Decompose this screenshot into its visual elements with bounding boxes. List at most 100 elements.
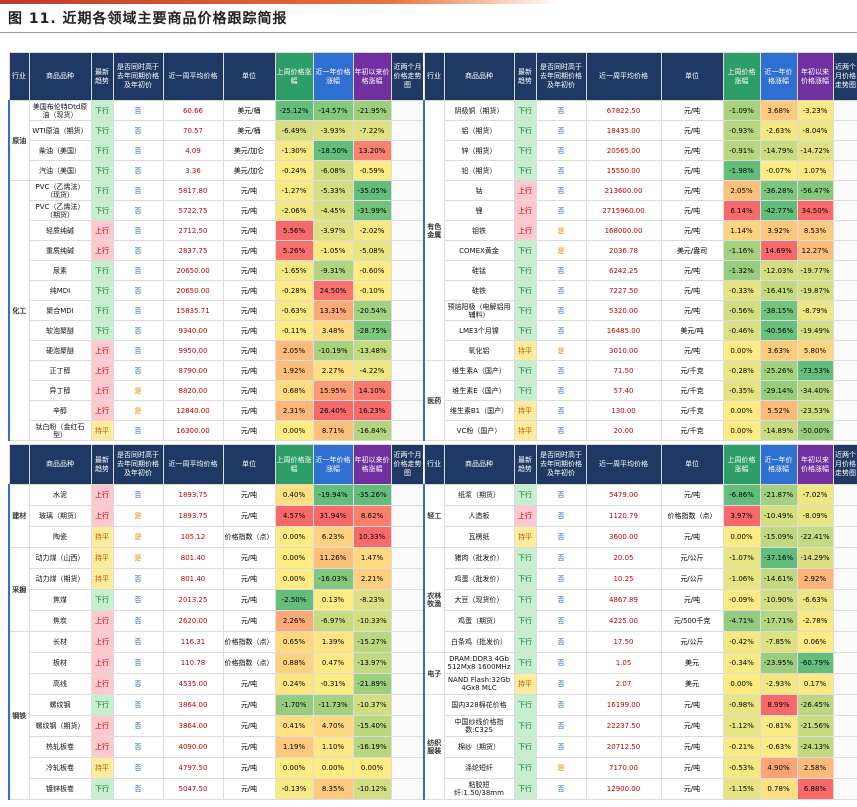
header-cell: 是否同时高于去年同期价格及年初价 xyxy=(535,444,587,485)
data-row: NAND Flash:32Gb 4Gx8 MLC 持平否 2.07 美元 0.00% -2… xyxy=(424,673,857,695)
change-cell: -21.87% xyxy=(759,484,798,506)
trend-cell: 下行 xyxy=(90,200,114,221)
above-flag: 是 xyxy=(112,547,164,569)
change-cell: -14.79% xyxy=(759,140,798,161)
change-cell: -10.37% xyxy=(352,694,392,716)
header-cell: 商品品种 xyxy=(28,444,92,485)
change-cell: -10.90% xyxy=(759,589,798,611)
unit-cell: 元/吨 xyxy=(222,547,276,569)
commodity-name: 硅铁 xyxy=(443,280,515,301)
above-flag: 否 xyxy=(535,568,587,590)
change-cell: -14.29% xyxy=(796,547,834,569)
above-flag: 否 xyxy=(535,589,587,611)
change-cell: -8.79% xyxy=(796,300,834,321)
price-cell: 20565.00 xyxy=(585,140,662,161)
price-cell: 7227.50 xyxy=(585,280,662,301)
change-cell: 8.99% xyxy=(759,694,798,716)
change-cell: -5.33% xyxy=(312,180,354,201)
above-flag: 是 xyxy=(112,526,164,548)
above-flag: 否 xyxy=(535,400,587,421)
data-row: 动力煤（期货） 持平否 801.40 元/吨 0.00% -16.03% 2.21% xyxy=(9,568,423,590)
trend-chart xyxy=(832,120,857,141)
change-cell: 6.88% xyxy=(796,778,834,800)
commodity-name: DRAM:DDR3 4Gb 512Mx8 1600MHz xyxy=(443,652,515,674)
unit-cell: 元/千克 xyxy=(660,380,724,401)
commodity-name: 柴油（美国） xyxy=(28,140,92,161)
change-cell: -8.09% xyxy=(796,505,834,527)
price-cell: 5722.75 xyxy=(162,200,224,221)
unit-cell: 元/吨 xyxy=(222,736,276,758)
trend-chart xyxy=(390,610,423,632)
trend-chart xyxy=(390,180,423,201)
price-cell: 12840.00 xyxy=(162,400,224,421)
commodity-name: WTI原油（期货） xyxy=(28,120,92,141)
price-cell: 1.05 xyxy=(585,652,662,674)
unit-cell: 元/吨 xyxy=(660,715,724,737)
change-cell: 12.27% xyxy=(796,240,834,261)
trend-cell: 下行 xyxy=(513,484,537,506)
price-cell: 7170.00 xyxy=(585,757,662,779)
trend-cell: 上行 xyxy=(90,220,114,241)
table-head: 商品品种 最新趋势 是否同时高于去年同期价格及年初价 近一周平均价格 单位 上周价格涨幅近… xyxy=(8,444,423,485)
change-cell: 0.47% xyxy=(312,652,354,674)
commodity-name: COMEX黄金 xyxy=(443,240,515,261)
data-row: 电子 DRAM:DDR3 4Gb 512Mx8 1600MHz 下行否 1.05 美元 -… xyxy=(423,652,857,695)
change-cell: 8.35% xyxy=(312,778,354,800)
trend-chart xyxy=(390,380,423,401)
price-cell: 57.40 xyxy=(585,380,662,401)
unit-cell: 美元/盎司 xyxy=(660,240,724,261)
unit-cell: 元/千克 xyxy=(660,360,724,381)
change-cell: 11.26% xyxy=(312,547,354,569)
unit-cell: 元/吨 xyxy=(222,200,276,221)
price-cell: 3.36 xyxy=(162,160,224,181)
change-cell: -18.50% xyxy=(312,140,354,161)
change-cell: 0.40% xyxy=(274,484,314,506)
price-table: 行业 商品品种 最新趋势 是否同时高于去年同期价格及年初价 近一周平均价格 单位 上周价格涨… xyxy=(423,444,857,800)
change-cell: 0.00% xyxy=(274,757,314,779)
change-cell: 2.27% xyxy=(312,360,354,381)
change-cell: -1.09% xyxy=(722,100,761,121)
unit-cell: 元/千克 xyxy=(660,400,724,421)
above-flag: 否 xyxy=(535,484,587,506)
change-cell: 14.10% xyxy=(352,380,392,401)
trend-cell: 下行 xyxy=(90,260,114,281)
trend-chart xyxy=(390,100,423,121)
data-row: 螺纹钢 下行否 3864.00 元/吨 -1.70% -11.73% -10.37% xyxy=(9,694,423,716)
header-cell: 年初以来价格涨幅 xyxy=(796,444,834,485)
change-cell: 1.07% xyxy=(796,160,834,181)
trend-cell: 下行 xyxy=(90,778,114,800)
data-row: 钛白粉（金红石型） 持平否 16300.00 元/吨 0.00% 8.71% -16.84% xyxy=(9,420,423,441)
unit-cell: 元/吨 xyxy=(222,420,276,441)
header-cell: 最新趋势 xyxy=(90,52,114,101)
above-flag: 否 xyxy=(112,673,164,695)
header-cell: 行业 xyxy=(8,52,30,101)
trend-chart xyxy=(390,715,423,737)
change-cell: -0.63% xyxy=(759,736,798,758)
change-cell: 2.05% xyxy=(274,340,314,361)
trend-cell: 下行 xyxy=(90,180,114,201)
commodity-name: 锌（期货） xyxy=(443,140,515,161)
above-flag: 否 xyxy=(112,715,164,737)
trend-cell: 上行 xyxy=(90,673,114,695)
commodity-name: 维生素A（国产） xyxy=(443,360,515,381)
unit-cell: 元/吨 xyxy=(660,180,724,201)
commodity-name: 高线 xyxy=(28,673,92,695)
unit-cell: 价格指数（点） xyxy=(222,652,276,674)
trend-cell: 下行 xyxy=(513,280,537,301)
trend-cell: 上行 xyxy=(90,360,114,381)
change-cell: -0.28% xyxy=(722,360,761,381)
data-row: 中国纱线价格指数:C32S 下行否 22237.50 元/吨 -1.12% -0.81% -… xyxy=(424,715,857,737)
change-cell: -23.53% xyxy=(796,400,834,421)
data-row: 棉纱（期货） 下行否 20712.50 元/吨 -0.21% -0.63% -24.13% xyxy=(424,736,857,758)
change-cell: 0.00% xyxy=(722,673,761,695)
price-cell: 801.40 xyxy=(162,568,224,590)
price-cell: 130.00 xyxy=(585,400,662,421)
unit-cell: 元/吨 xyxy=(660,694,724,716)
trend-chart xyxy=(390,320,423,341)
above-flag: 否 xyxy=(535,140,587,161)
above-flag: 否 xyxy=(535,694,587,716)
trend-cell: 下行 xyxy=(90,280,114,301)
trend-cell: 下行 xyxy=(513,160,537,181)
change-cell: 0.68% xyxy=(274,380,314,401)
